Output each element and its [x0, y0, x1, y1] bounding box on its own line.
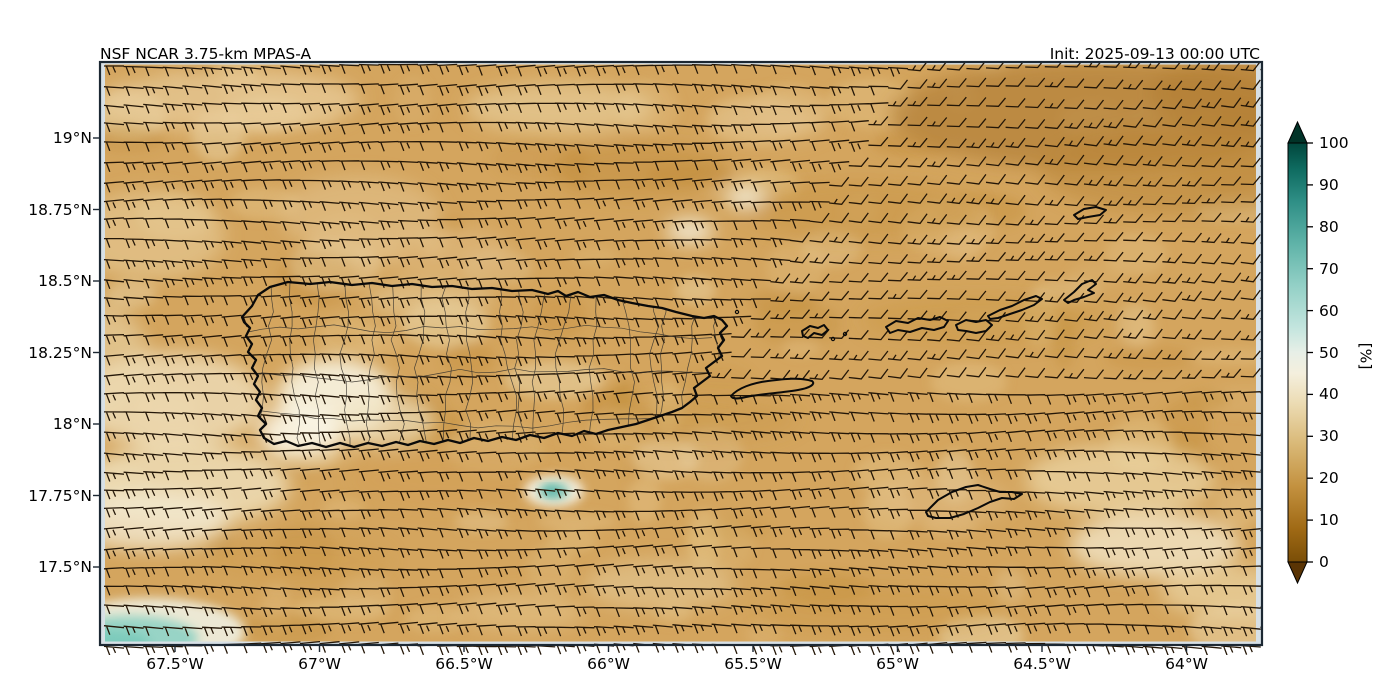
colorbar-tick-label: 20 [1319, 469, 1339, 488]
x-tick-label: 66°W [587, 655, 630, 673]
colorbar-tick-label: 100 [1319, 134, 1349, 152]
colorbar-tick-label: 80 [1319, 217, 1339, 236]
coastline-puerto-rico [240, 280, 729, 449]
coastline-vieques [730, 377, 815, 400]
colorbar-tick-label: 40 [1319, 385, 1339, 404]
colorbar-tick-label: 90 [1319, 175, 1339, 194]
coastline-culebra [801, 324, 829, 339]
y-tick-label: 19°N [52, 129, 92, 147]
coastline-st-croix [925, 484, 1023, 519]
axis-ticks [93, 137, 1188, 652]
colorbar-tick-label: 70 [1319, 259, 1339, 278]
colorbar-units-label: [%] [1356, 342, 1375, 370]
coastline-st-john [955, 319, 993, 334]
y-tick-label: 17.75°N [28, 486, 92, 505]
init-time: Init: 2025-09-13 00:00 UTC [1049, 45, 1260, 63]
y-tick-label: 17.5°N [38, 558, 92, 576]
plot-title-line1: NSF NCAR 3.75-km MPAS-A [100, 45, 312, 63]
y-tick-label: 18.5°N [38, 272, 92, 290]
colorbar-tick-label: 10 [1319, 511, 1339, 530]
wind-barbs-layer [103, 63, 1261, 655]
x-tick-label: 65°W [876, 655, 919, 673]
plot-frame [98, 60, 1264, 647]
coastline-virgin-gorda [1063, 279, 1097, 304]
x-tick-label: 66.5°W [435, 655, 493, 673]
x-tick-label: 64°W [1165, 655, 1208, 673]
x-tick-label: 67°W [298, 655, 341, 673]
x-tick-label: 65.5°W [724, 655, 782, 673]
coastlines-layer [240, 206, 1107, 519]
coastline-st-thomas [885, 316, 949, 334]
colorbar [1287, 120, 1313, 585]
colorbar-tick-label: 50 [1319, 343, 1339, 362]
y-tick-label: 18°N [52, 415, 92, 433]
colorbar-tick-label: 30 [1319, 427, 1339, 446]
y-tick-label: 18.25°N [28, 343, 92, 362]
y-tick-label: 18.75°N [28, 200, 92, 219]
x-tick-label: 64.5°W [1013, 655, 1071, 673]
x-tick-label: 67.5°W [146, 655, 204, 673]
colorbar-tick-label: 60 [1319, 301, 1339, 320]
coastline-anegada [1073, 206, 1107, 220]
coastline-tortola [987, 295, 1043, 320]
colorbar-tick-label: 0 [1319, 553, 1329, 571]
